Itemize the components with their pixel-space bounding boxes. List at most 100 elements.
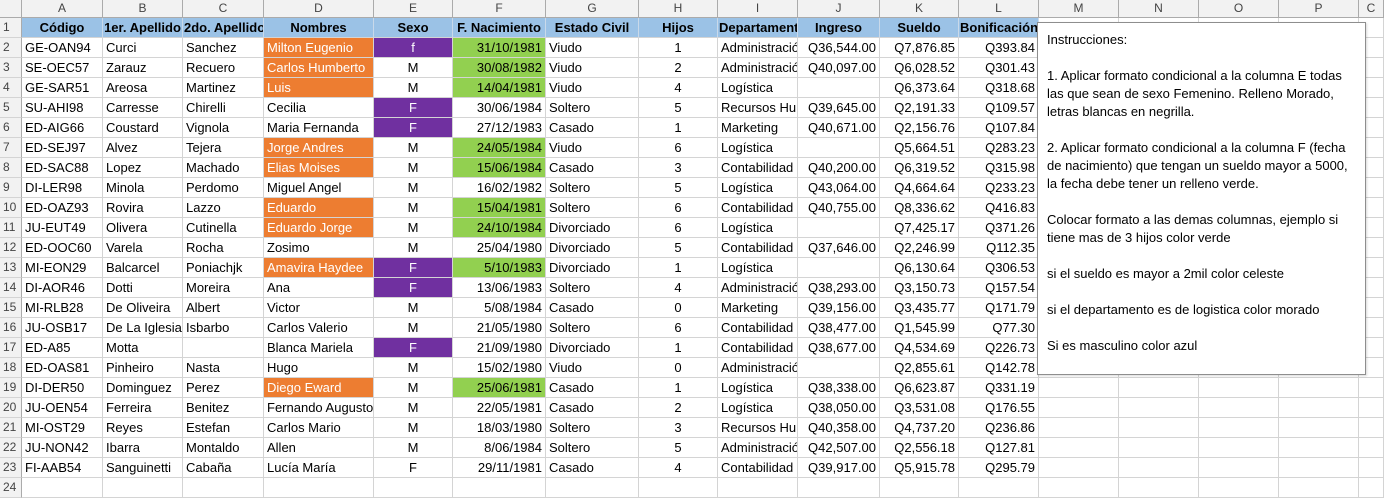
data-cell[interactable]: Q40,097.00 [798,58,880,78]
data-cell[interactable]: Q6,373.64 [880,78,959,98]
row-header-4[interactable]: 4 [0,78,22,98]
data-cell[interactable]: F [374,118,453,138]
data-cell[interactable]: M [374,238,453,258]
data-cell[interactable]: 1 [639,118,718,138]
data-cell[interactable]: Soltero [546,318,639,338]
row-header-13[interactable]: 13 [0,258,22,278]
data-cell[interactable]: Q6,319.52 [880,158,959,178]
empty-cell[interactable] [1039,478,1119,498]
data-cell[interactable]: 5 [639,98,718,118]
data-cell[interactable]: Contabilidad [718,238,798,258]
data-cell[interactable]: M [374,418,453,438]
data-cell[interactable]: Moreira [183,278,264,298]
empty-cell[interactable] [1199,458,1279,478]
empty-cell[interactable] [718,478,798,498]
data-cell[interactable]: ED-OOC60 [22,238,103,258]
data-cell[interactable]: 4 [639,278,718,298]
data-cell[interactable]: Dominguez [103,378,183,398]
column-header-a[interactable]: A [22,0,103,18]
data-cell[interactable]: Soltero [546,278,639,298]
data-cell[interactable]: Amavira Haydee [264,258,374,278]
data-cell[interactable]: Machado [183,158,264,178]
empty-cell[interactable] [1199,478,1279,498]
data-cell[interactable]: Dotti [103,278,183,298]
table-header-cell[interactable]: Departamento [718,18,798,38]
data-cell[interactable]: ED-OAS81 [22,358,103,378]
data-cell[interactable]: Hugo [264,358,374,378]
table-header-cell[interactable]: 1er. Apellido [103,18,183,38]
data-cell[interactable]: 6 [639,138,718,158]
data-cell[interactable]: Q40,755.00 [798,198,880,218]
row-header-10[interactable]: 10 [0,198,22,218]
table-header-cell[interactable]: 2do. Apellido [183,18,264,38]
data-cell[interactable]: Soltero [546,198,639,218]
data-cell[interactable]: Q306.53 [959,258,1039,278]
data-cell[interactable]: 1 [639,258,718,278]
data-cell[interactable]: Viudo [546,138,639,158]
data-cell[interactable]: 30/08/1982 [453,58,546,78]
column-header-m[interactable]: M [1039,0,1119,18]
row-header-2[interactable]: 2 [0,38,22,58]
data-cell[interactable]: Cecilia [264,98,374,118]
data-cell[interactable]: Viudo [546,78,639,98]
column-header-l[interactable]: L [959,0,1039,18]
data-cell[interactable]: 5 [639,438,718,458]
select-all-corner[interactable] [0,0,22,18]
data-cell[interactable]: 6 [639,318,718,338]
row-header-19[interactable]: 19 [0,378,22,398]
data-cell[interactable]: M [374,58,453,78]
empty-cell[interactable] [1359,318,1384,338]
data-cell[interactable]: Carlos Mario [264,418,374,438]
empty-cell[interactable] [183,478,264,498]
empty-cell[interactable] [1359,158,1384,178]
empty-cell[interactable] [1119,438,1199,458]
data-cell[interactable]: Q38,677.00 [798,338,880,358]
data-cell[interactable]: Diego Eward [264,378,374,398]
data-cell[interactable]: Logística [718,138,798,158]
data-cell[interactable]: Coustard [103,118,183,138]
data-cell[interactable]: Q233.23 [959,178,1039,198]
data-cell[interactable]: 5 [639,238,718,258]
empty-cell[interactable] [1119,378,1199,398]
data-cell[interactable]: Q176.55 [959,398,1039,418]
data-cell[interactable]: Chirelli [183,98,264,118]
empty-cell[interactable] [880,478,959,498]
empty-cell[interactable] [546,478,639,498]
data-cell[interactable]: Rovira [103,198,183,218]
empty-cell[interactable] [1199,438,1279,458]
data-cell[interactable]: Recuero [183,58,264,78]
data-cell[interactable]: FI-AAB54 [22,458,103,478]
data-cell[interactable]: 5/10/1983 [453,258,546,278]
data-cell[interactable]: Recursos Humanos [718,418,798,438]
data-cell[interactable]: Casado [546,458,639,478]
column-header-k[interactable]: K [880,0,959,18]
empty-cell[interactable] [798,478,880,498]
data-cell[interactable]: Zarauz [103,58,183,78]
data-cell[interactable]: Divorciado [546,338,639,358]
data-cell[interactable]: Logística [718,178,798,198]
empty-cell[interactable] [103,478,183,498]
data-cell[interactable]: Ferreira [103,398,183,418]
table-header-cell[interactable]: Sexo [374,18,453,38]
data-cell[interactable]: Curci [103,38,183,58]
column-header-o[interactable]: O [1199,0,1279,18]
data-cell[interactable]: Viudo [546,58,639,78]
empty-cell[interactable] [1359,238,1384,258]
empty-cell[interactable] [1359,138,1384,158]
column-header-c[interactable]: C [183,0,264,18]
data-cell[interactable]: 4 [639,458,718,478]
data-cell[interactable]: 5/08/1984 [453,298,546,318]
data-cell[interactable]: Casado [546,158,639,178]
data-cell[interactable]: M [374,378,453,398]
empty-cell[interactable] [639,478,718,498]
data-cell[interactable]: Logística [718,378,798,398]
data-cell[interactable]: ED-A85 [22,338,103,358]
data-cell[interactable]: 13/06/1983 [453,278,546,298]
data-cell[interactable]: Estefan [183,418,264,438]
data-cell[interactable]: Carresse [103,98,183,118]
empty-cell[interactable] [1359,298,1384,318]
data-cell[interactable]: Sanchez [183,38,264,58]
row-header-24[interactable]: 24 [0,478,22,498]
data-cell[interactable]: Allen [264,438,374,458]
